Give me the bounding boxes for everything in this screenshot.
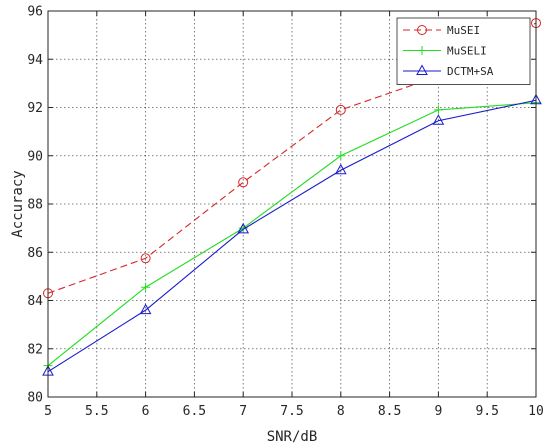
x-tick-label: 7.5 [280,404,303,419]
legend-entry: DCTM+SA [403,64,494,78]
data-point [336,151,346,161]
y-tick-label: 92 [27,101,43,116]
x-tick-label: 5.5 [85,404,108,419]
x-tick-label: 9.5 [475,404,498,419]
data-point [141,282,151,292]
legend-marker [417,46,427,55]
y-tick-label: 86 [27,246,43,261]
y-tick-label: 82 [27,342,43,357]
legend-box [396,17,531,85]
x-tick-label: 8 [337,404,345,419]
data-point [335,104,346,115]
legend-marker [416,64,428,75]
data-point [432,114,445,125]
data-point [237,222,250,234]
series-line [47,102,537,367]
y-axis-label: Accuracy [10,170,26,237]
axis-ticks: 5 5.5 6 6.5 7 7.5 8 8.5 9 9.5 10 80 82 84 86 88 90 92 94 96 [27,5,543,420]
legend: MuSEI MuSELI DCTM+SA [396,17,531,85]
y-tick-label: 84 [27,294,43,309]
legend-entry: MuSEI [403,24,480,37]
series-line [47,99,537,373]
x-tick-label: 5 [44,404,52,419]
data-point [334,163,347,175]
legend-label: MuSEI [447,24,480,37]
y-tick-label: 80 [27,391,43,406]
y-tick-label: 96 [27,5,43,20]
data-point [238,177,249,188]
legend-entry: MuSELI [403,45,487,58]
x-tick-label: 8.5 [378,404,401,419]
y-tick-label: 88 [27,198,43,213]
series-line [47,22,537,294]
x-tick-label: 7 [239,404,247,419]
x-axis-label: SNR/dB [267,429,318,445]
legend-label: DCTM+SA [447,65,494,78]
x-tick-label: 6 [142,404,150,419]
data-point [140,253,151,264]
x-tick-label: 10 [528,404,544,419]
legend-marker [417,25,427,35]
series-layer [42,18,542,376]
x-tick-label: 6.5 [183,404,206,419]
data-point [433,105,443,115]
y-tick-label: 90 [27,149,43,164]
legend-label: MuSELI [447,45,487,58]
data-point [139,303,152,315]
x-tick-label: 9 [434,404,442,419]
y-tick-label: 94 [27,53,43,68]
